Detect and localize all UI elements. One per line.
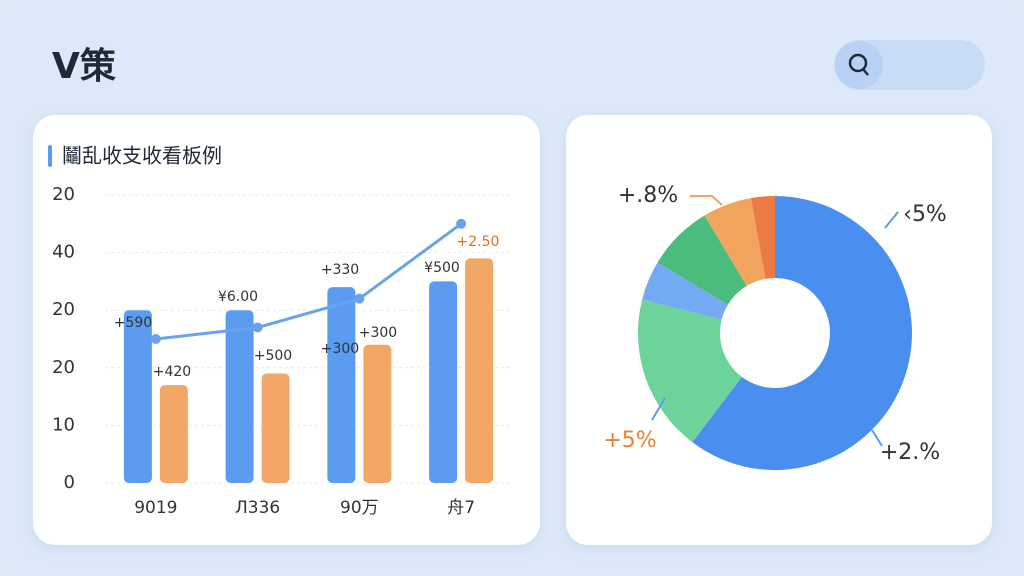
y-tick-label: 0 [64,472,75,493]
x-tick-label: 舟7 [447,498,475,518]
data-annotation: +420 [153,364,191,380]
search-button[interactable] [835,41,883,89]
bar [159,385,188,483]
search-icon-handle [862,68,869,76]
pie-card [566,115,992,545]
line [155,222,463,341]
y-tick-label: 20 [52,357,75,378]
bar [327,287,356,483]
y-tick-label: 10 [52,414,75,435]
pie-slice [657,215,747,305]
data-annotation: +300 [321,341,359,357]
pie-annotation: +5% [603,428,656,453]
data-annotation: +590 [114,315,152,331]
data-annotation: +330 [321,262,359,278]
line-point [150,334,161,344]
bar [429,281,458,483]
leader-line [884,211,899,229]
leader-line [651,397,666,421]
bar [261,373,290,483]
y-tick-label: 20 [52,184,75,205]
bar [363,344,392,483]
pie-slice [704,198,766,286]
pie-annotation: ‹5% [903,202,947,227]
x-tick-label: 90万 [340,498,379,518]
x-tick-label: 9019 [134,498,177,518]
data-annotation: ¥6.00 [218,289,258,305]
leader-line [690,195,723,206]
title-accent [48,145,52,167]
pie-slice [642,262,728,320]
leader-line [871,429,883,447]
pie-slice [751,196,775,279]
pie-annotation: +.8% [618,183,678,208]
x-tick-label: Л336 [235,498,280,518]
pie-slice [692,196,912,470]
app-title: V策 [52,46,116,87]
bar [123,310,152,483]
data-annotation: +500 [254,348,292,364]
pie-slice [637,299,742,443]
line-point [354,293,365,304]
bar-card [33,115,540,545]
chart-title: 鬮乱收支收看板例 [62,144,222,168]
data-annotation: +300 [359,325,397,341]
search-icon [848,53,868,73]
bar [225,310,254,483]
y-tick-label: 20 [52,299,75,320]
data-annotation: +2.50 [457,234,500,250]
data-annotation: ¥500 [424,260,460,276]
bar [465,258,494,483]
y-tick-label: 40 [52,242,75,263]
pie-annotation: +2.% [880,440,940,465]
line-point [456,218,467,229]
line-point [252,322,263,333]
